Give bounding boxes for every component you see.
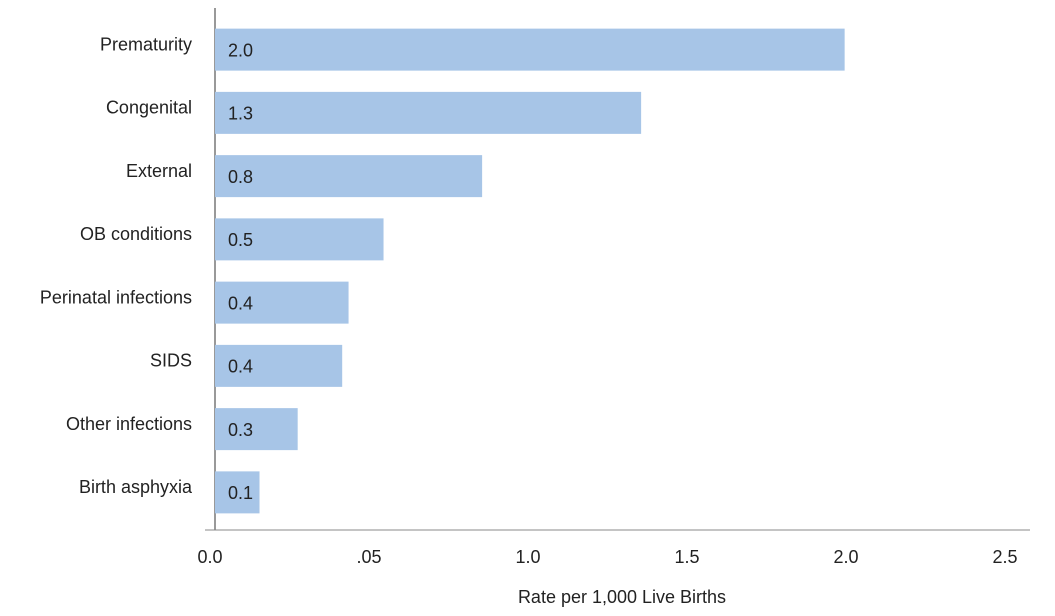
value-label: 1.3 xyxy=(228,104,253,124)
value-label: 0.4 xyxy=(228,357,253,377)
y-tick-label: Perinatal infections xyxy=(40,287,192,307)
bar xyxy=(215,471,260,514)
x-tick-label: 2.0 xyxy=(833,547,858,567)
y-tick-label: OB conditions xyxy=(80,224,192,244)
bar xyxy=(215,155,483,198)
x-tick-label: .05 xyxy=(356,547,381,567)
bar xyxy=(215,408,298,451)
value-label: 0.1 xyxy=(228,483,253,503)
x-tick-label: 1.0 xyxy=(515,547,540,567)
x-axis-title: Rate per 1,000 Live Births xyxy=(518,587,726,607)
y-tick-label: Congenital xyxy=(106,98,192,118)
value-label: 2.0 xyxy=(228,40,253,60)
x-tick-label: 2.5 xyxy=(992,547,1017,567)
value-label: 0.5 xyxy=(228,230,253,250)
bar xyxy=(215,28,845,71)
x-tick-label: 1.5 xyxy=(674,547,699,567)
bar xyxy=(215,91,642,134)
value-label: 0.8 xyxy=(228,167,253,187)
y-tick-label: External xyxy=(126,161,192,181)
bar xyxy=(215,344,343,387)
bar xyxy=(215,218,384,261)
y-tick-label: SIDS xyxy=(150,351,192,371)
value-label: 0.4 xyxy=(228,293,253,313)
value-label: 0.3 xyxy=(228,420,253,440)
y-tick-label: Prematurity xyxy=(100,34,192,54)
y-tick-label: Birth asphyxia xyxy=(79,477,193,497)
bar xyxy=(215,281,349,324)
x-tick-label: 0.0 xyxy=(197,547,222,567)
y-tick-label: Other infections xyxy=(66,414,192,434)
